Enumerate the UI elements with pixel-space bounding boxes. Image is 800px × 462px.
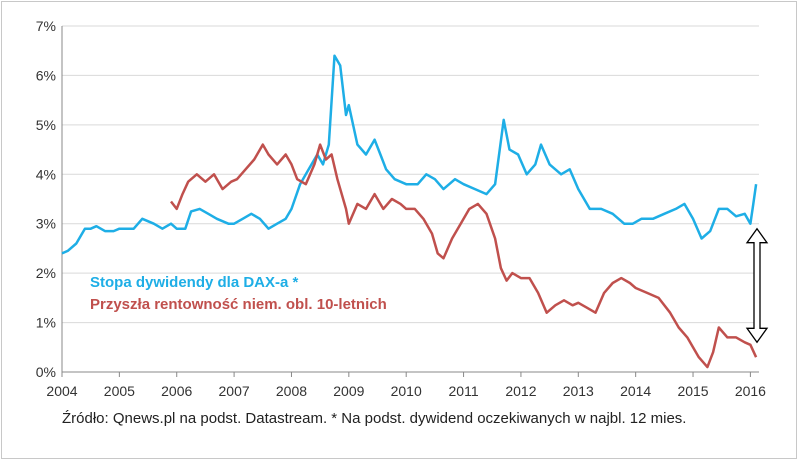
legend-entry-2: Przyszła rentowność niem. obl. 10-letnic… — [90, 296, 387, 313]
legend-entry-1: Stopa dywidendy dla DAX-a * — [90, 274, 299, 291]
x-tick-label-2015: 2015 — [677, 383, 708, 399]
y-tick-label-6: 6% — [36, 67, 56, 83]
x-tick-label-2008: 2008 — [276, 383, 307, 399]
x-tick-label-2012: 2012 — [505, 383, 536, 399]
y-tick-label-7: 7% — [36, 18, 56, 34]
x-tick-label-2014: 2014 — [620, 383, 651, 399]
x-tick-label-2016: 2016 — [735, 383, 766, 399]
x-tick-label-2005: 2005 — [104, 383, 135, 399]
y-tick-label-4: 4% — [36, 166, 56, 182]
x-tick-label-2007: 2007 — [219, 383, 250, 399]
y-tick-label-2: 2% — [36, 265, 56, 281]
x-tick-label-2011: 2011 — [449, 383, 479, 399]
x-tick-label-2010: 2010 — [391, 383, 422, 399]
series-line-2 — [170, 143, 758, 369]
y-tick-label-0: 0% — [36, 364, 56, 380]
x-tick-label-2009: 2009 — [333, 383, 364, 399]
y-tick-label-1: 1% — [36, 315, 56, 331]
y-tick-label-5: 5% — [36, 117, 56, 133]
x-tick-label-2013: 2013 — [563, 383, 594, 399]
double-arrow-annotation — [745, 227, 769, 344]
source-note: Źródło: Qnews.pl na podst. Datastream. *… — [62, 410, 687, 427]
x-tick-label-2006: 2006 — [161, 383, 192, 399]
x-tick-label-2004: 2004 — [46, 383, 77, 399]
y-tick-label-3: 3% — [36, 216, 56, 232]
series-line-1 — [61, 54, 758, 255]
